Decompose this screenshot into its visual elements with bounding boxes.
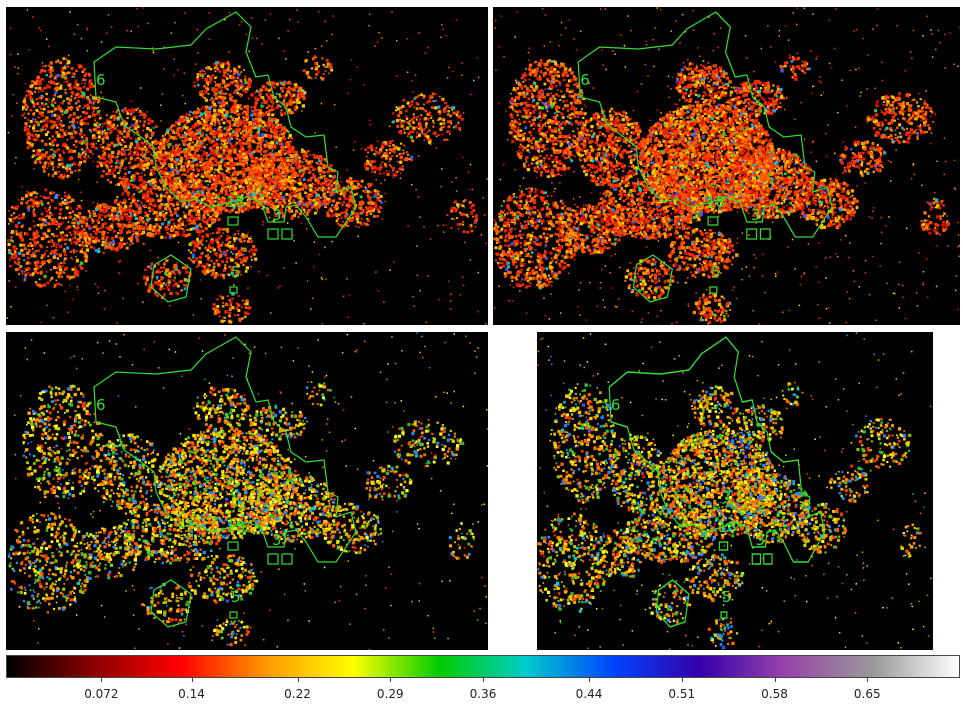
- district-label: 5: [231, 263, 241, 281]
- district-outlines: [93, 336, 357, 628]
- map-canvas: 6 18 3 5: [6, 7, 488, 325]
- district-label: 18: [226, 518, 245, 536]
- urban-pixels: [6, 7, 488, 325]
- colorbar-tick-mark: [867, 678, 869, 682]
- urban-pixels: [493, 7, 960, 325]
- panel-bottom-right: 6 18 3 5: [537, 332, 933, 650]
- district-label: 6: [611, 396, 621, 414]
- district-label: 3: [756, 531, 766, 549]
- district-outlines: [577, 11, 833, 303]
- colorbar: [6, 655, 960, 678]
- colorbar-tick-label: 0.14: [178, 687, 205, 701]
- district-outlines: [93, 11, 357, 303]
- map-canvas: 6 18 3 5: [7, 332, 488, 650]
- colorbar-tick-label: 0.65: [854, 687, 881, 701]
- colorbar-tick-mark: [681, 678, 683, 682]
- colorbar-tick-mark: [297, 678, 299, 682]
- panel-top-right: 6 18 3 5: [493, 7, 960, 325]
- panel-bottom-left: 6 18 3 5: [6, 332, 488, 650]
- district-label: 6: [96, 396, 106, 414]
- colorbar-tick-label: 0.072: [84, 687, 118, 701]
- colorbar-tick-mark: [101, 678, 103, 682]
- district-label: 5: [711, 263, 721, 281]
- district-label: 6: [580, 71, 590, 89]
- colorbar-tick-label: 0.58: [761, 687, 788, 701]
- district-outlines: [608, 336, 826, 628]
- colorbar-tick-label: 0.44: [576, 687, 603, 701]
- district-label: 18: [718, 518, 737, 536]
- district-label: 3: [751, 206, 761, 224]
- district-label: 3: [272, 531, 282, 549]
- district-label: 5: [231, 588, 241, 606]
- colorbar-tick-label: 0.22: [284, 687, 311, 701]
- colorbar-tick-mark: [191, 678, 193, 682]
- district-label: 6: [96, 71, 106, 89]
- panel-top-left: 6 18 3 5: [6, 7, 488, 325]
- colorbar-tick-label: 0.36: [470, 687, 497, 701]
- colorbar-tick-mark: [774, 678, 776, 682]
- urban-pixels: [7, 332, 488, 650]
- district-label: 5: [722, 588, 732, 606]
- district-label: 3: [272, 206, 282, 224]
- map-canvas: 6 18 3 5: [493, 7, 960, 325]
- district-label: 18: [706, 193, 725, 211]
- colorbar-tick-label: 0.51: [668, 687, 695, 701]
- district-label: 18: [226, 193, 245, 211]
- colorbar-tick-mark: [390, 678, 392, 682]
- colorbar-tick-mark: [589, 678, 590, 682]
- urban-pixels: [537, 332, 932, 650]
- colorbar-tick-label: 0.29: [377, 687, 404, 701]
- colorbar-tick-mark: [483, 678, 484, 682]
- map-canvas: 6 18 3 5: [537, 332, 932, 650]
